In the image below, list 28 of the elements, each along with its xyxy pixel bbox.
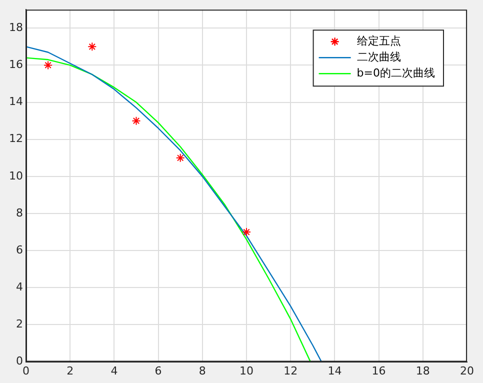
y-tick-label: 2 (16, 318, 23, 331)
point (88, 42, 97, 52)
point (176, 153, 185, 162)
y-tick-label: 4 (16, 280, 23, 294)
x-tick-label: 14 (328, 364, 342, 378)
x-tick-label: 16 (372, 364, 386, 378)
y-tick-label: 10 (8, 169, 23, 182)
y-tick-label: 12 (8, 132, 23, 146)
y-tick-label: 14 (8, 95, 23, 108)
y-tick-label: 6 (16, 243, 23, 256)
x-tick-label: 20 (460, 364, 474, 378)
legend-label: b=0的二次曲线 (356, 66, 436, 80)
y-tick-label: 16 (8, 58, 23, 72)
x-tick-label: 2 (66, 364, 74, 378)
legend-label: 给定五点 (356, 34, 401, 48)
x-tick-label: 6 (154, 364, 162, 378)
y-tick-label: 0 (16, 354, 23, 368)
point (44, 60, 53, 70)
x-tick-label: 12 (284, 364, 298, 378)
point (132, 116, 141, 126)
y-tick-label: 18 (8, 20, 23, 34)
x-tick-label: 18 (416, 364, 430, 378)
legend-label: 二次曲线 (356, 50, 401, 64)
y-tick-label: 8 (16, 206, 23, 220)
x-tick-label: 10 (240, 364, 254, 378)
x-tick-label: 8 (198, 364, 206, 378)
point (242, 228, 251, 237)
x-tick-label: 4 (110, 364, 118, 378)
